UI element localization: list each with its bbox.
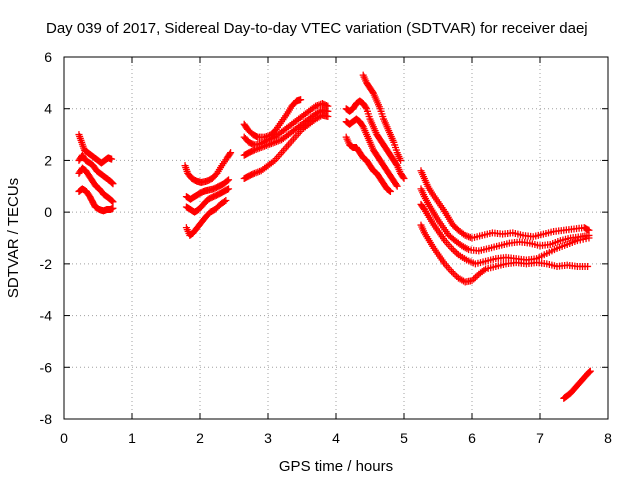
data-points	[75, 71, 594, 402]
y-tick-label: -4	[40, 308, 53, 324]
series-14	[342, 115, 401, 190]
data-point	[386, 187, 394, 195]
data-point	[392, 181, 400, 189]
series-9	[240, 100, 332, 149]
data-point	[297, 96, 305, 104]
data-point	[225, 176, 233, 184]
series-16	[417, 167, 593, 242]
x-tick-label: 5	[400, 430, 408, 446]
series-0	[75, 131, 116, 167]
x-tick-label: 4	[332, 430, 340, 446]
series-17	[417, 185, 593, 255]
y-tick-label: 4	[44, 101, 52, 117]
data-point	[225, 185, 233, 193]
series-10	[240, 106, 332, 159]
data-point	[227, 149, 235, 157]
data-point	[584, 262, 592, 270]
data-point	[222, 197, 230, 205]
data-point	[449, 269, 457, 277]
data-point	[393, 182, 401, 190]
data-point	[220, 197, 228, 205]
series-13	[342, 97, 408, 183]
x-tick-label: 2	[196, 430, 204, 446]
series-7	[182, 197, 230, 239]
series-15	[342, 133, 394, 195]
data-point	[400, 175, 408, 183]
x-tick-label: 3	[264, 430, 272, 446]
series-4	[181, 149, 235, 186]
data-point	[471, 273, 479, 281]
axis-ticks	[63, 56, 609, 420]
x-tick-label: 1	[128, 430, 136, 446]
series-8	[240, 96, 305, 141]
series-5	[182, 176, 233, 203]
y-tick-label: 6	[44, 49, 52, 65]
data-point	[223, 177, 231, 185]
data-point	[399, 173, 407, 181]
data-point	[226, 150, 234, 158]
x-axis-label: GPS time / hours	[279, 458, 393, 475]
y-tick-label: 2	[44, 152, 52, 168]
data-point	[451, 271, 459, 279]
series-6	[182, 185, 233, 216]
series-2	[75, 164, 117, 206]
data-point	[362, 103, 370, 111]
y-axis-label: SDTVAR / TECUs	[5, 178, 22, 298]
series-1	[75, 151, 117, 188]
data-point	[109, 198, 117, 206]
series-19	[417, 221, 592, 286]
y-tick-label: -6	[40, 359, 53, 375]
series-11	[240, 111, 332, 183]
y-tick-label: -8	[40, 411, 53, 427]
y-tick-label: -2	[40, 256, 53, 272]
y-tick-labels: -8 -6 -4 -2 0 2 4 6	[40, 49, 53, 427]
x-tick-labels: 0 1 2 3 4 5 6 7 8	[60, 430, 612, 446]
series-3	[75, 185, 117, 215]
data-point	[109, 180, 117, 188]
data-point	[324, 112, 332, 120]
data-point	[449, 246, 457, 254]
data-point	[108, 155, 116, 163]
y-tick-label: 0	[44, 204, 52, 220]
x-tick-label: 8	[604, 430, 612, 446]
data-point	[397, 156, 405, 164]
series-20	[560, 367, 594, 402]
data-point	[109, 204, 117, 212]
grid-lines	[64, 57, 608, 419]
data-point	[451, 248, 459, 256]
chart-title: Day 039 of 2017, Sidereal Day-to-day VTE…	[46, 20, 588, 37]
data-point	[586, 367, 594, 375]
x-tick-label: 7	[536, 430, 544, 446]
series-12	[359, 71, 405, 164]
data-point	[468, 277, 476, 285]
x-tick-label: 0	[60, 430, 68, 446]
data-point	[585, 234, 593, 242]
x-tick-label: 6	[468, 430, 476, 446]
